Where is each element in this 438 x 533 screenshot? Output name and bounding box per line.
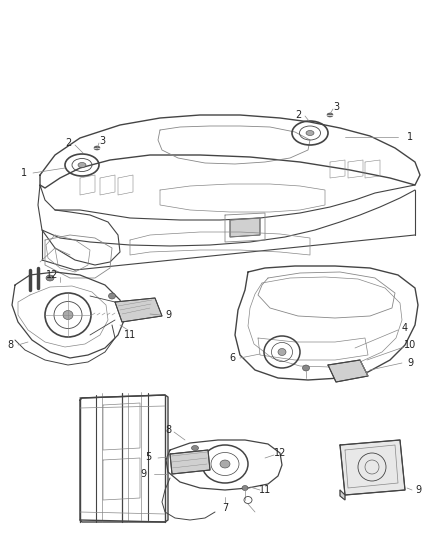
Text: 9: 9 — [415, 485, 421, 495]
Text: 1: 1 — [21, 168, 27, 178]
Ellipse shape — [278, 349, 286, 356]
Text: 2: 2 — [65, 138, 71, 148]
Ellipse shape — [303, 365, 310, 371]
Text: 6: 6 — [229, 353, 235, 363]
Text: 9: 9 — [165, 310, 171, 320]
Text: 7: 7 — [222, 503, 228, 513]
Text: 9: 9 — [140, 469, 146, 479]
Text: 5: 5 — [145, 452, 151, 462]
Ellipse shape — [327, 113, 333, 117]
Text: 4: 4 — [402, 323, 408, 333]
Text: 12: 12 — [274, 448, 286, 458]
Text: 8: 8 — [165, 425, 171, 435]
Polygon shape — [115, 298, 162, 322]
Polygon shape — [340, 440, 405, 495]
Text: 1: 1 — [407, 132, 413, 142]
Ellipse shape — [306, 131, 314, 135]
Text: 11: 11 — [259, 485, 271, 495]
Text: 9: 9 — [407, 358, 413, 368]
Ellipse shape — [109, 293, 116, 299]
Ellipse shape — [191, 446, 198, 450]
Polygon shape — [340, 490, 345, 500]
Ellipse shape — [46, 275, 54, 281]
Polygon shape — [230, 218, 260, 237]
Text: 8: 8 — [7, 340, 13, 350]
Ellipse shape — [78, 163, 86, 167]
Ellipse shape — [220, 460, 230, 468]
Ellipse shape — [63, 311, 73, 319]
Ellipse shape — [94, 146, 100, 150]
Polygon shape — [328, 360, 368, 382]
Polygon shape — [170, 450, 210, 474]
Text: 11: 11 — [124, 330, 136, 340]
Text: 3: 3 — [99, 136, 105, 146]
Text: 3: 3 — [333, 102, 339, 112]
Text: 2: 2 — [295, 110, 301, 120]
Ellipse shape — [242, 486, 248, 490]
Text: 12: 12 — [46, 270, 58, 280]
Text: 10: 10 — [404, 340, 416, 350]
